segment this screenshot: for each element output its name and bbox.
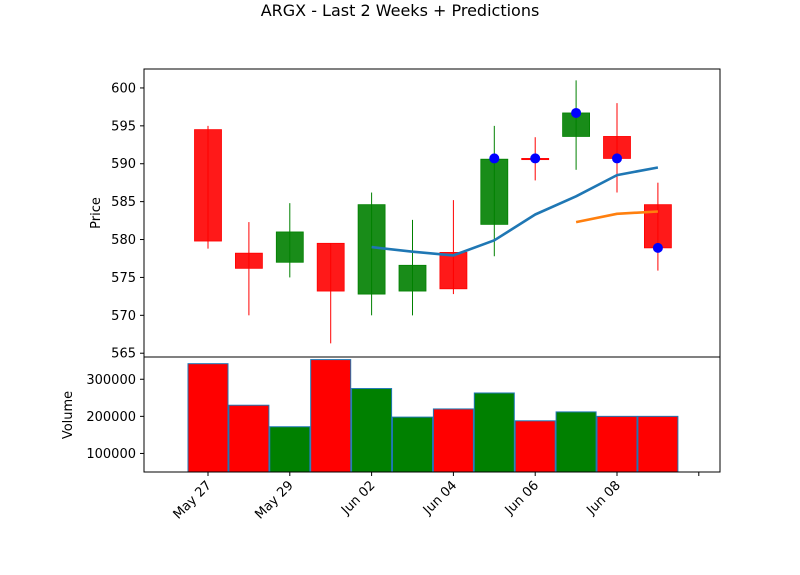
chart-title: ARGX - Last 2 Weeks + Predictions — [261, 1, 540, 20]
candle-body — [398, 264, 427, 292]
price-y-tick-label: 565 — [111, 347, 136, 362]
volume-panel: 100000 200000 300000 Volume — [61, 356, 721, 473]
prediction-marker — [652, 242, 663, 253]
price-y-tick-label: 580 — [111, 233, 136, 248]
price-panel: 565 570 575 580 585 590 595 600 Price — [89, 68, 721, 362]
candle-body — [439, 252, 468, 290]
volume-bar — [228, 404, 270, 473]
volume-bar — [555, 411, 597, 473]
volume-bars — [187, 359, 679, 473]
volume-bar — [351, 388, 393, 473]
price-y-tick-label: 570 — [111, 309, 136, 324]
x-tick-label: May 29 — [252, 478, 296, 522]
price-y-ticks: 565 570 575 580 585 590 595 600 — [111, 81, 144, 362]
x-tick-label: Jun 08 — [584, 478, 624, 518]
volume-bar — [596, 415, 638, 473]
volume-bar — [310, 359, 352, 473]
volume-bar — [187, 363, 229, 473]
x-ticks: May 27 May 29 Jun 02 Jun 04 Jun 06 Jun 08 — [171, 472, 700, 522]
volume-bar — [637, 415, 679, 473]
x-tick-label: May 27 — [171, 478, 215, 522]
price-y-tick-label: 590 — [111, 157, 136, 172]
volume-bar — [473, 392, 515, 473]
price-y-label: Price — [89, 197, 104, 229]
prediction-markers — [489, 107, 663, 253]
price-y-tick-label: 595 — [111, 119, 136, 134]
volume-y-label: Volume — [61, 391, 76, 439]
candles — [194, 80, 672, 344]
volume-bar — [514, 420, 556, 473]
candle-body — [275, 231, 304, 263]
candle-body — [234, 252, 263, 269]
volume-y-ticks: 100000 200000 300000 — [86, 373, 144, 462]
prediction-lines — [371, 166, 659, 257]
candle-body — [316, 242, 345, 292]
volume-y-tick-label: 200000 — [86, 410, 136, 425]
volume-plot-frame — [143, 356, 721, 473]
x-tick-label: Jun 04 — [420, 478, 460, 518]
volume-y-tick-label: 100000 — [86, 447, 136, 462]
price-y-tick-label: 600 — [111, 81, 136, 96]
price-y-tick-label: 585 — [111, 195, 136, 210]
volume-bar — [432, 408, 474, 473]
candle-body — [480, 158, 509, 225]
price-y-tick-label: 575 — [111, 271, 136, 286]
candle-body — [194, 129, 222, 242]
prediction-marker — [571, 107, 582, 118]
volume-bar — [392, 416, 433, 473]
series-line — [575, 210, 658, 224]
volume-y-tick-label: 300000 — [86, 373, 136, 388]
series-line — [371, 166, 659, 257]
prediction-marker — [612, 153, 622, 164]
prediction-marker — [530, 153, 541, 164]
volume-bar — [269, 426, 311, 473]
x-tick-label: Jun 02 — [338, 478, 378, 518]
prediction-marker — [489, 153, 500, 164]
x-tick-label: Jun 06 — [502, 478, 542, 518]
